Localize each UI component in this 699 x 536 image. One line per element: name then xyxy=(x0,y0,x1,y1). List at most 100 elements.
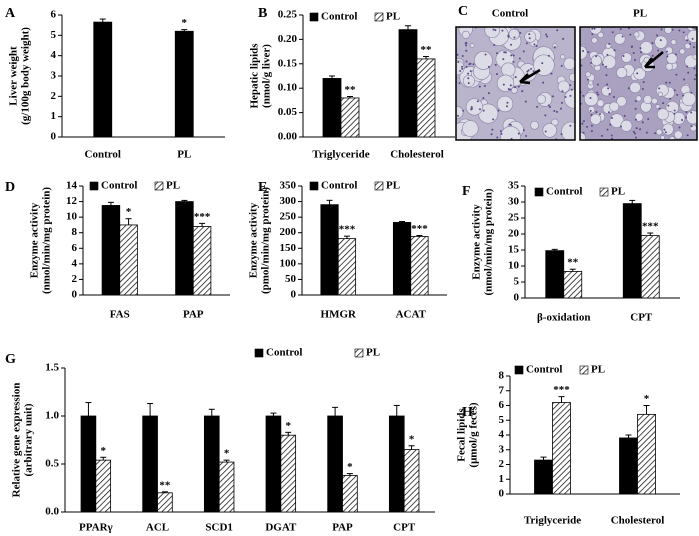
nucleus xyxy=(582,94,585,97)
nucleus xyxy=(693,46,696,49)
bar xyxy=(101,205,121,296)
bar xyxy=(622,203,642,299)
arrow xyxy=(519,51,664,85)
y-axis-label: Enzyme activity xyxy=(248,202,260,278)
nucleus xyxy=(547,104,550,107)
nucleus xyxy=(651,54,654,57)
y-tick-label: 30 xyxy=(508,196,520,208)
bar xyxy=(327,415,343,513)
legend-label: Control xyxy=(526,364,562,376)
y-tick-label: 0 xyxy=(72,289,78,301)
bar xyxy=(80,415,97,513)
significance: ** xyxy=(567,257,579,269)
legend-label: PL xyxy=(386,180,400,192)
vacuole xyxy=(591,37,598,44)
nucleus xyxy=(641,121,644,124)
nucleus xyxy=(501,29,504,32)
nucleus xyxy=(512,60,515,63)
nucleus xyxy=(663,128,666,131)
nucleus xyxy=(467,77,470,80)
nucleus xyxy=(667,104,670,107)
vacuole xyxy=(666,52,678,65)
vacuole xyxy=(665,62,674,71)
nucleus xyxy=(461,55,464,58)
nucleus xyxy=(457,61,460,64)
nucleus xyxy=(658,87,661,90)
nucleus xyxy=(465,44,468,47)
nucleus xyxy=(482,109,485,112)
nucleus xyxy=(683,78,686,81)
legend-swatch xyxy=(599,187,609,197)
nucleus xyxy=(590,130,593,133)
x-tick-label: PAP xyxy=(183,309,204,321)
significance: *** xyxy=(553,384,570,396)
nucleus xyxy=(482,96,485,99)
nucleus xyxy=(521,90,524,93)
nucleus xyxy=(470,106,473,109)
nucleus xyxy=(693,67,696,70)
nucleus xyxy=(591,33,594,36)
nucleus xyxy=(561,90,564,93)
y-axis-label: Relative gene expression xyxy=(11,383,23,498)
bar xyxy=(619,437,638,495)
nucleus xyxy=(484,53,487,56)
nucleus xyxy=(590,114,593,117)
vacuole xyxy=(557,80,570,93)
nucleus xyxy=(587,51,590,54)
nucleus xyxy=(685,116,688,119)
nucleus xyxy=(478,85,481,88)
nucleus xyxy=(513,36,516,39)
vacuole xyxy=(589,113,602,125)
legend-swatch xyxy=(374,12,384,22)
nucleus xyxy=(582,120,585,123)
y-axis-label: Enzyme activity xyxy=(29,202,41,278)
nucleus xyxy=(629,33,632,36)
nucleus xyxy=(634,59,637,62)
nucleus xyxy=(686,39,689,42)
nucleus xyxy=(676,93,679,96)
bar xyxy=(534,459,553,495)
nucleus xyxy=(502,83,505,86)
nucleus xyxy=(569,124,572,127)
x-tick-label: ACL xyxy=(146,522,169,534)
bar xyxy=(563,271,583,299)
significance: * xyxy=(347,461,353,473)
legend-swatch xyxy=(354,348,364,358)
legend-label: Control xyxy=(546,186,582,198)
nucleus xyxy=(562,37,565,40)
significance: * xyxy=(644,393,650,405)
nucleus xyxy=(483,84,486,87)
vacuole xyxy=(655,104,661,109)
nucleus xyxy=(470,107,473,110)
vacuole xyxy=(657,91,663,97)
nucleus xyxy=(591,27,594,30)
vacuole xyxy=(660,135,665,140)
y-tick-label: 0.00 xyxy=(278,131,298,143)
x-tick-label: Triglyceride xyxy=(312,149,369,161)
nucleus xyxy=(582,131,585,134)
nucleus xyxy=(478,108,481,111)
y-axis-label: Fecal lipids xyxy=(456,408,468,462)
nucleus xyxy=(634,118,637,121)
nucleus xyxy=(527,69,530,72)
nucleus xyxy=(589,97,592,100)
nucleus xyxy=(509,88,512,91)
y-tick-label: 10 xyxy=(508,260,520,272)
nucleus xyxy=(506,105,509,108)
nucleus xyxy=(598,113,601,116)
nucleus xyxy=(689,43,692,46)
vacuole xyxy=(651,97,658,105)
nucleus xyxy=(682,94,685,97)
x-tick-label: Cholesterol xyxy=(611,515,665,527)
nucleus xyxy=(544,114,547,117)
bar xyxy=(416,58,436,138)
nucleus xyxy=(640,51,643,54)
y-axis-label: (nmol/g liver) xyxy=(261,44,273,108)
y-tick-label: 1.0 xyxy=(45,410,59,422)
nucleus xyxy=(492,118,495,121)
y-tick-label: 8 xyxy=(72,226,78,238)
nucleus xyxy=(641,87,644,90)
nucleus xyxy=(622,55,625,58)
y-tick-label: 0 xyxy=(499,488,505,500)
bar xyxy=(340,97,360,138)
